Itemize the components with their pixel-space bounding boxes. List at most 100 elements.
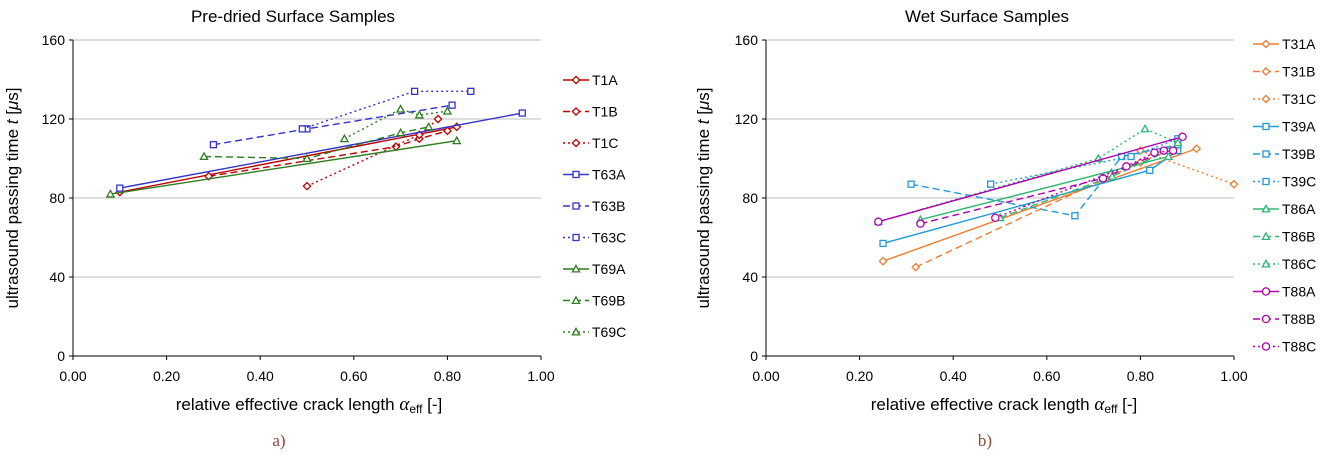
x-tick-label: 0.80: [1127, 368, 1154, 384]
series-line: [999, 149, 1169, 219]
x-tick-label: 1.00: [527, 368, 554, 384]
data-point: [874, 217, 883, 226]
y-tick-label: 120: [735, 111, 759, 127]
data-point: [1098, 173, 1108, 183]
data-point: [1107, 171, 1118, 180]
series-line: [306, 118, 439, 187]
y-tick-label: 80: [742, 190, 758, 206]
y-tick-label: 0: [750, 348, 758, 364]
legend-item: T86A: [1253, 201, 1316, 217]
legend-marker: [1261, 314, 1271, 324]
series-T88C: [991, 146, 1178, 222]
legend-item: T86B: [1253, 229, 1315, 245]
data-point: [1159, 146, 1169, 155]
series-T69B: [199, 121, 434, 163]
series-line: [878, 128, 1179, 223]
legend-label: T1A: [592, 72, 618, 88]
legend-marker: [571, 264, 581, 273]
data-point: [448, 101, 456, 109]
data-point: [1163, 151, 1174, 161]
legend-item: T69A: [563, 261, 626, 277]
data-point: [1178, 132, 1187, 142]
legend-marker: [572, 170, 580, 179]
data-point: [298, 125, 306, 133]
legend-label: T88B: [1282, 311, 1315, 327]
legend-label: T63C: [592, 230, 626, 246]
legend-marker: [571, 295, 581, 305]
data-point: [1173, 137, 1183, 147]
legend-label: T69A: [592, 261, 626, 277]
series-line: [920, 149, 1165, 225]
data-point: [911, 262, 921, 272]
x-tick-label: 0.40: [940, 368, 967, 384]
series-line: [119, 126, 457, 193]
data-point: [302, 181, 312, 191]
legend-item: T31C: [1253, 91, 1316, 107]
series-T86B: [995, 145, 1174, 222]
legend-marker: [572, 233, 580, 242]
data-point: [199, 151, 209, 161]
legend-marker: [1261, 231, 1271, 241]
legend-marker: [1262, 177, 1270, 186]
subfigure-label: b): [978, 431, 992, 450]
legend-item: T31B: [1253, 64, 1315, 80]
data-point: [442, 106, 453, 115]
legend-marker: [1261, 342, 1271, 351]
x-tick-label: 0.20: [153, 368, 180, 384]
legend-item: T63B: [563, 198, 625, 214]
chart-title: Pre-dried Surface Samples: [191, 7, 395, 26]
y-axis-label: ultrasound passing time t [μs]: [3, 87, 22, 308]
data-point: [302, 153, 312, 163]
data-point: [518, 109, 526, 117]
legend-label: T63A: [592, 167, 626, 183]
legend-item: T63A: [563, 167, 626, 183]
data-point: [1146, 166, 1154, 175]
legend-marker: [1261, 204, 1271, 213]
series-line: [344, 108, 448, 140]
legend-marker: [1261, 66, 1271, 77]
series-T69A: [105, 135, 462, 198]
legend-item: T1B: [563, 104, 618, 120]
legend-marker: [571, 75, 581, 85]
y-tick-label: 120: [42, 111, 66, 127]
legend-marker: [1261, 287, 1271, 296]
x-tick-label: 0.80: [434, 368, 461, 384]
legend-item: T88B: [1253, 311, 1315, 327]
legend-item: T69C: [563, 324, 626, 340]
x-axis-label: relative effective crack length αeff [-]: [871, 394, 1138, 416]
series-line: [119, 112, 523, 189]
x-tick-label: 0.00: [752, 368, 779, 384]
chart-title: Wet Surface Samples: [905, 7, 1069, 26]
series-T31A: [878, 144, 1202, 266]
series-line: [208, 130, 448, 177]
legend-label: T86A: [1282, 201, 1316, 217]
data-point: [410, 87, 419, 95]
data-point: [395, 104, 406, 113]
legend-label: T88C: [1282, 339, 1316, 355]
x-tick-label: 0.60: [340, 368, 367, 384]
series-line: [302, 90, 471, 130]
data-point: [467, 87, 475, 95]
data-point: [879, 239, 887, 248]
y-axis-label: ultrasound passing time t [μs]: [694, 87, 713, 308]
series-line: [990, 138, 1179, 185]
x-tick-label: 0.40: [247, 368, 274, 384]
data-point: [1122, 162, 1131, 171]
y-tick-label: 0: [57, 348, 65, 364]
legend-item: T39B: [1253, 146, 1315, 162]
legend-label: T63B: [592, 198, 625, 214]
y-tick-label: 160: [735, 32, 759, 48]
legend-item: T39A: [1253, 119, 1316, 135]
subfigure-label: a): [272, 431, 285, 450]
series-line: [910, 144, 1178, 217]
x-axis-label: relative effective crack length αeff [-]: [176, 394, 443, 416]
legend-label: T86C: [1282, 256, 1316, 272]
data-point: [442, 126, 452, 136]
legend-marker: [1261, 94, 1271, 104]
data-point: [991, 213, 1000, 222]
series-T88A: [874, 132, 1187, 226]
data-point: [1168, 146, 1178, 155]
legend-label: T69C: [592, 324, 626, 340]
series-line: [203, 126, 429, 160]
